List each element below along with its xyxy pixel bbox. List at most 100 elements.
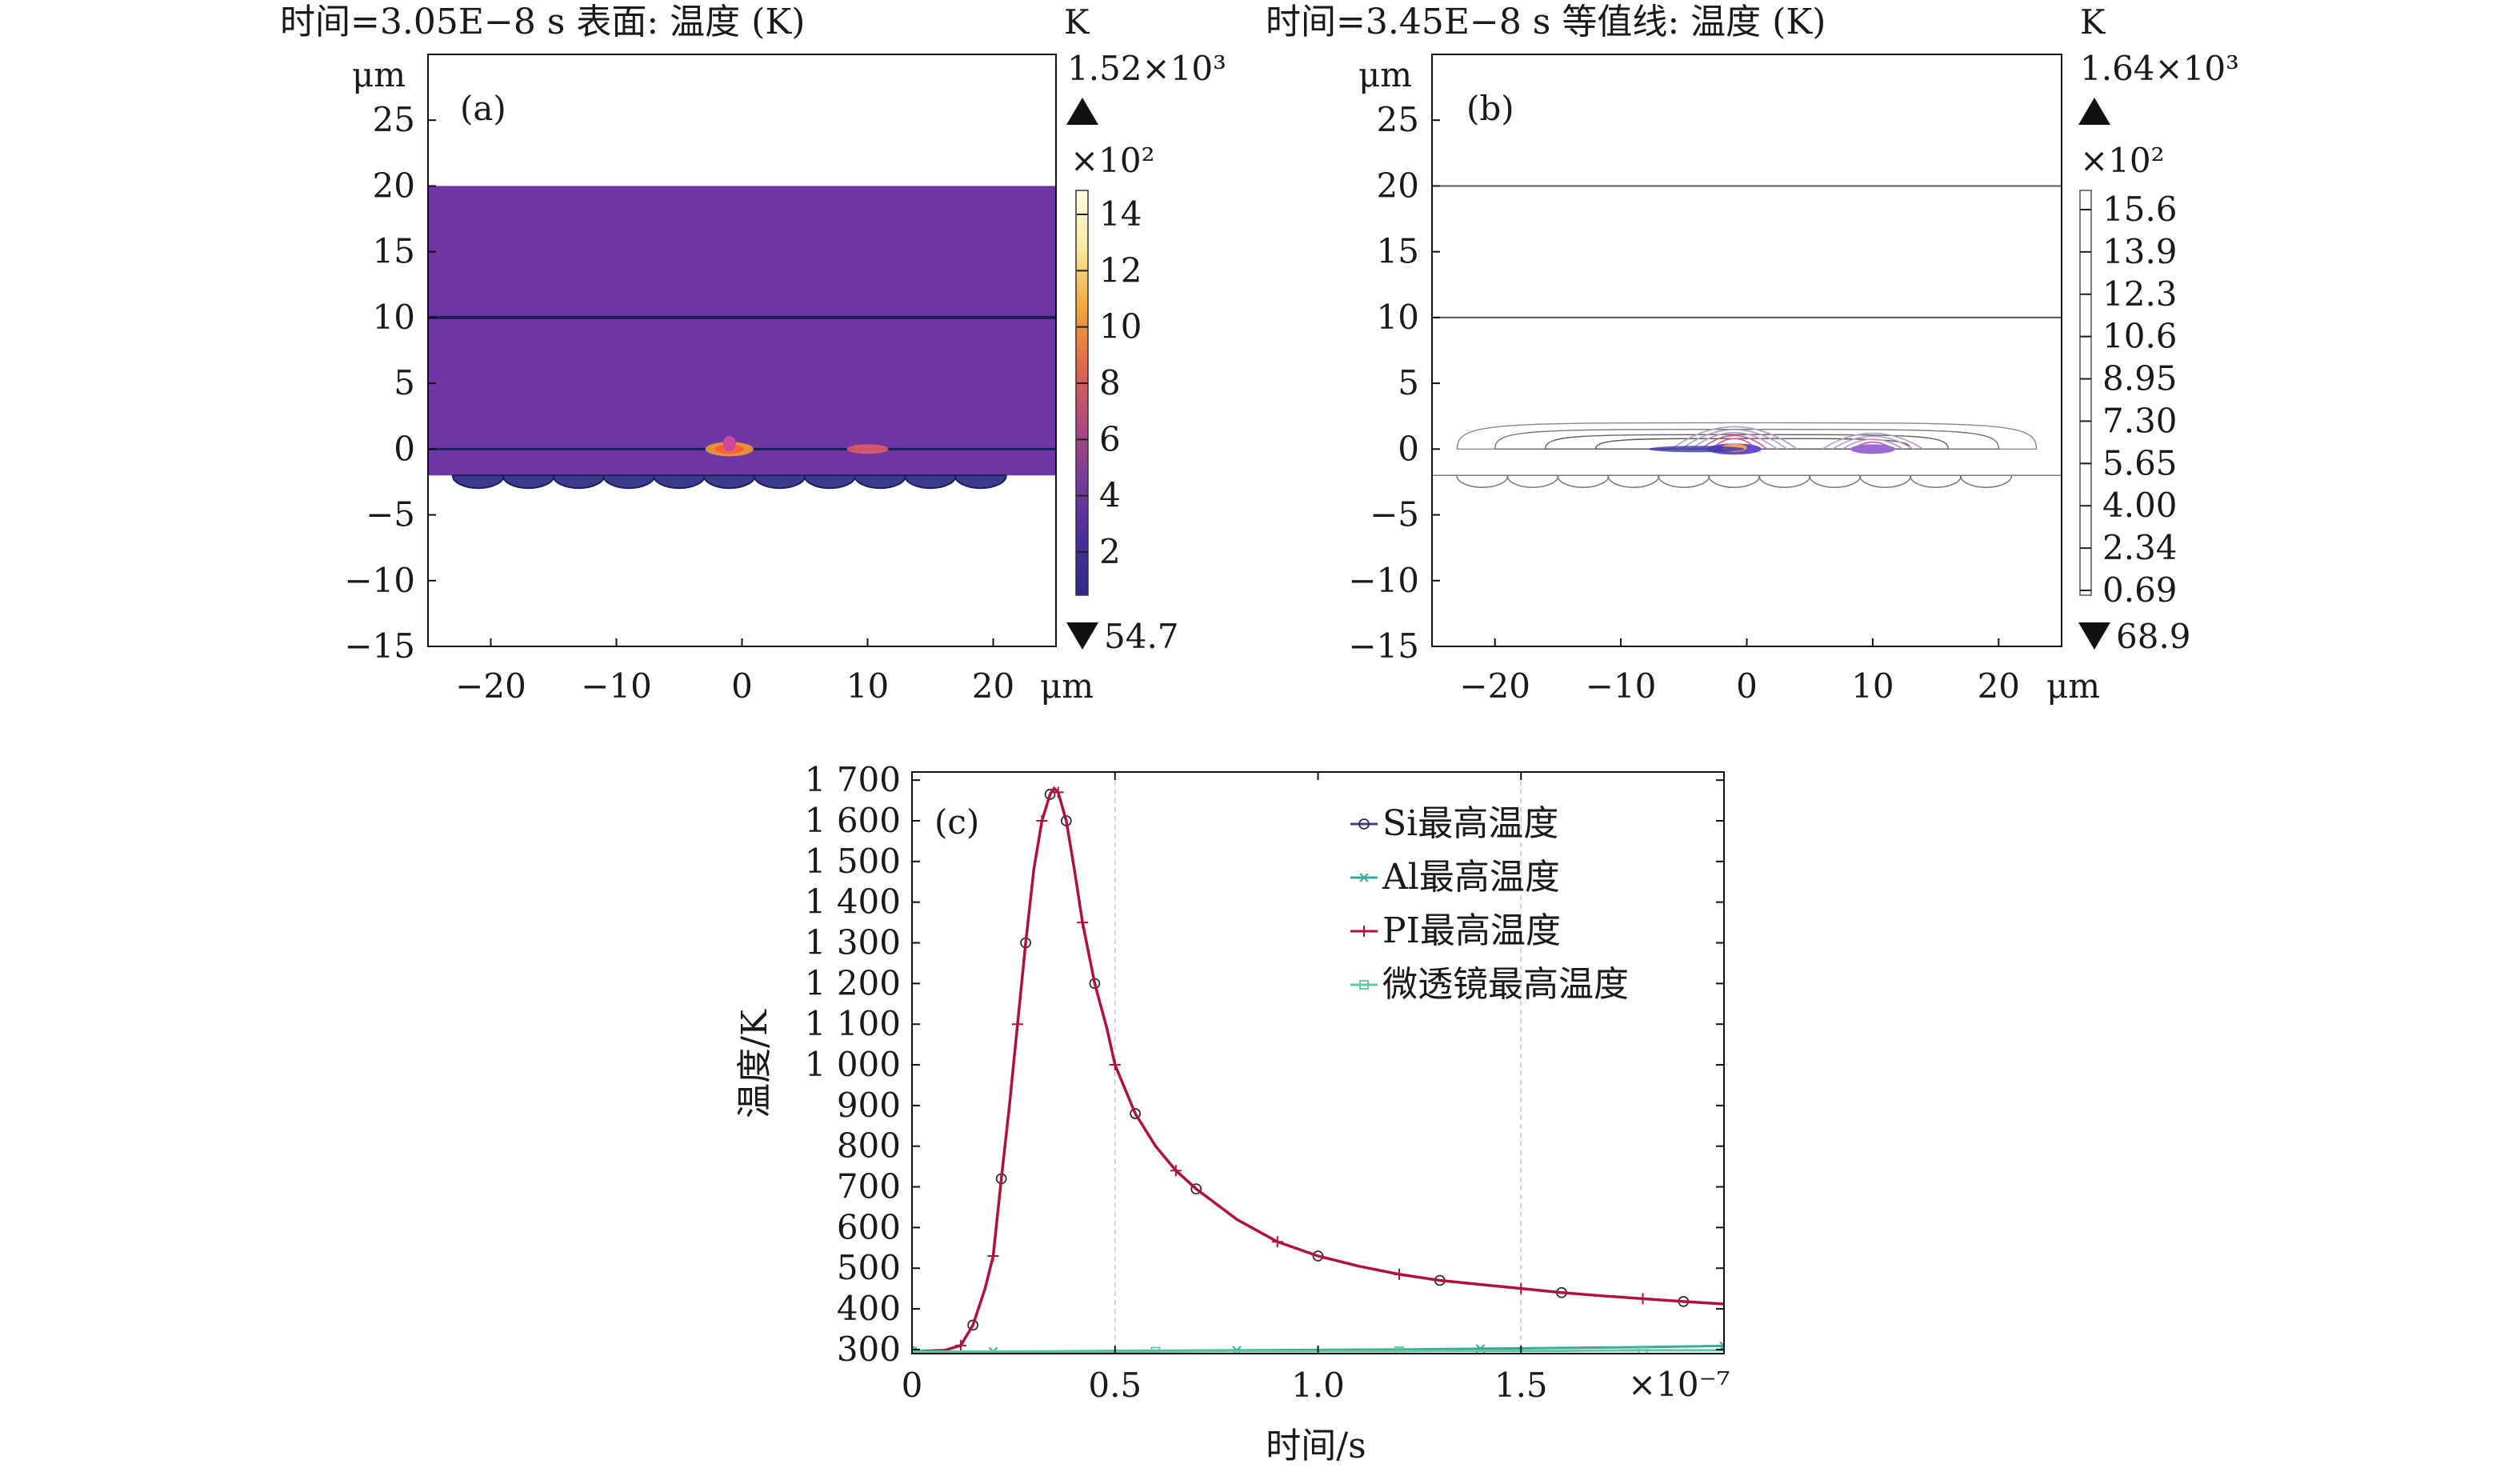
y-tick-label: 900 bbox=[837, 1086, 901, 1125]
panel-a-x-ticks: −20 −10 0 10 20 bbox=[455, 638, 1014, 706]
panel-b-lobe-contour bbox=[1670, 426, 1798, 450]
series-point bbox=[1130, 1108, 1142, 1119]
panel-b-lobe-contour bbox=[1681, 429, 1788, 450]
y-tick-label: −10 bbox=[1348, 561, 1419, 600]
panel-a-plot-area bbox=[427, 54, 1057, 647]
colorbar-tick-label: 15.6 bbox=[2102, 190, 2178, 229]
panel-b-microlens bbox=[1909, 475, 1962, 488]
panel-b-unit-label: K bbox=[2080, 2, 2106, 42]
series-point bbox=[1394, 1268, 1405, 1280]
series-point bbox=[1052, 786, 1064, 798]
panel-b-lobe-contour bbox=[1842, 438, 1904, 450]
panel-a-title: 时间=3.05E−8 s 表面: 温度 (K) bbox=[280, 2, 805, 42]
series-line bbox=[912, 786, 1724, 1354]
legend-label: Si最高温度 bbox=[1382, 803, 1558, 844]
series-point bbox=[954, 1339, 966, 1351]
colorbar-tick-label: 7.30 bbox=[2102, 401, 2178, 440]
y-tick-label: 300 bbox=[837, 1330, 901, 1369]
y-tick-label: −15 bbox=[1348, 626, 1419, 666]
y-tick-label: 25 bbox=[373, 100, 415, 139]
y-tick-label: 0 bbox=[1398, 429, 1419, 468]
panel-a-microlens bbox=[602, 474, 656, 490]
panel-b-y-ticks: −15 −10 −5 0 5 10 15 20 25 bbox=[1348, 100, 1440, 666]
y-tick-label: 5 bbox=[1398, 363, 1419, 402]
panel-a-max-triangle-icon bbox=[1066, 98, 1098, 125]
panel-b-label: (b) bbox=[1466, 89, 1514, 128]
y-tick-label: 1 000 bbox=[805, 1045, 901, 1084]
panel-c-label: (c) bbox=[934, 802, 979, 842]
panel-c-series-group bbox=[912, 786, 1724, 1354]
panel-a-colorbar-ticks: 14 12 10 8 6 4 2 bbox=[1077, 194, 1142, 571]
panel-c-plot-area bbox=[911, 771, 1725, 1354]
y-tick-label: 20 bbox=[373, 166, 415, 205]
colorbar-tick-label: 4 bbox=[1099, 476, 1121, 515]
panel-a-microlens bbox=[903, 474, 958, 490]
y-tick-label: 1 400 bbox=[805, 882, 901, 922]
panel-a-colorbar bbox=[1075, 190, 1089, 596]
panel-a-yaxis-unit: μm bbox=[352, 55, 406, 94]
series-point bbox=[1515, 1282, 1527, 1294]
y-tick-label: 25 bbox=[1377, 100, 1419, 139]
panel-b-microlens bbox=[1708, 475, 1761, 488]
series-point bbox=[967, 1319, 979, 1331]
y-tick-label: 10 bbox=[373, 298, 415, 337]
panel-a-hotspot-core bbox=[722, 435, 736, 452]
y-tick-label: −5 bbox=[1370, 495, 1419, 534]
series-point bbox=[1637, 1293, 1649, 1305]
x-tick-label: 1.0 bbox=[1291, 1366, 1345, 1405]
colorbar-tick-label: 2 bbox=[1099, 532, 1121, 571]
series-point bbox=[1358, 926, 1370, 937]
series-point bbox=[1190, 1183, 1202, 1195]
x-tick-label: 0.5 bbox=[1088, 1366, 1142, 1405]
panel-b-colorbar bbox=[2079, 190, 2092, 596]
colorbar-tick-label: 8 bbox=[1099, 363, 1121, 402]
x-tick-label: 0 bbox=[1736, 666, 1758, 706]
panel-a: 时间=3.05E−8 s 表面: 温度 (K) K μm μm −15 −10 −5… bbox=[280, 2, 1226, 706]
panel-b-max-triangle-icon bbox=[2078, 98, 2110, 125]
series-point bbox=[1011, 1018, 1023, 1030]
x-tick-label: 10 bbox=[1851, 666, 1894, 706]
panel-b-colorbar-multiplier: ×10² bbox=[2080, 141, 2164, 180]
panel-b-title: 时间=3.45E−8 s 等值线: 温度 (K) bbox=[1266, 2, 1826, 42]
panel-b-clip-group bbox=[1432, 185, 2062, 488]
panel-a-min-triangle-icon bbox=[1066, 622, 1098, 650]
colorbar-tick-label: 12.3 bbox=[2102, 274, 2178, 314]
series-point bbox=[1036, 815, 1048, 827]
series-point bbox=[1044, 789, 1056, 800]
y-tick-label: 500 bbox=[837, 1248, 901, 1287]
panel-b-frame bbox=[1431, 54, 2062, 647]
colorbar-tick-label: 4.00 bbox=[2102, 486, 2178, 525]
legend-label: PI最高温度 bbox=[1382, 910, 1561, 951]
panel-b-yaxis-unit: μm bbox=[1358, 55, 1412, 94]
series-point bbox=[1394, 1346, 1404, 1354]
y-tick-label: 1 700 bbox=[805, 760, 901, 799]
panel-b-contour bbox=[1494, 428, 2000, 450]
x-tick-label: 20 bbox=[972, 666, 1014, 706]
panel-c-frame bbox=[911, 771, 1725, 1354]
y-tick-label: −10 bbox=[344, 561, 415, 600]
y-tick-label: −15 bbox=[344, 626, 415, 666]
panel-a-microlens bbox=[502, 474, 555, 490]
panel-b-lobe-contour bbox=[1832, 435, 1914, 450]
panel-a-microlens bbox=[854, 474, 907, 490]
x-tick-label: 0 bbox=[731, 666, 753, 706]
panel-b-colorbar-min: 68.9 bbox=[2116, 617, 2191, 656]
panel-b-hot-core-2 bbox=[1850, 444, 1895, 454]
y-tick-label: 15 bbox=[373, 232, 415, 271]
panel-b-microlens bbox=[1506, 475, 1559, 488]
panel-a-microlens bbox=[954, 474, 1007, 490]
panel-a-hotspot bbox=[846, 444, 889, 454]
y-tick-label: 1 600 bbox=[805, 801, 901, 840]
panel-a-microlens bbox=[652, 474, 706, 490]
panel-b-lobe-contour bbox=[1822, 432, 1924, 450]
x-tick-label: −20 bbox=[455, 666, 526, 706]
colorbar-tick-label: 0.69 bbox=[2102, 570, 2178, 610]
panel-b-microlens bbox=[1758, 475, 1811, 488]
y-tick-label: 600 bbox=[837, 1207, 901, 1246]
panel-a-colorbar-min: 54.7 bbox=[1104, 617, 1179, 656]
colorbar-tick-label: 5.65 bbox=[2102, 443, 2178, 482]
series-point bbox=[912, 1346, 917, 1354]
y-tick-label: 0 bbox=[394, 429, 415, 468]
colorbar-tick-label: 6 bbox=[1099, 419, 1121, 458]
panel-a-label: (a) bbox=[460, 89, 506, 128]
